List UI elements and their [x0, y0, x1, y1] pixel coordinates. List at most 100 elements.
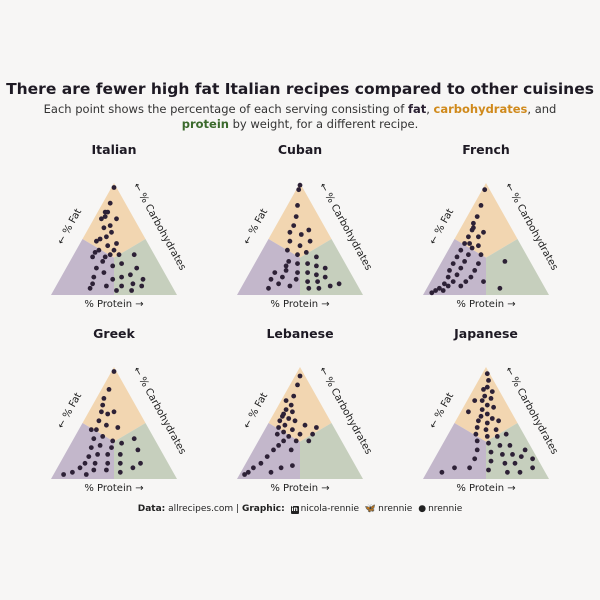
fat-dominant-region	[423, 423, 486, 479]
caption-data-source: allrecipes.com	[168, 504, 234, 514]
recipe-point	[105, 460, 111, 466]
recipe-point	[117, 452, 123, 457]
recipe-point	[105, 209, 111, 215]
recipe-point	[286, 416, 292, 421]
recipe-point	[484, 434, 490, 439]
recipe-point	[497, 285, 503, 291]
recipe-point	[500, 452, 505, 457]
recipe-point	[502, 259, 508, 264]
subtitle-text-2: by weight, for a different recipe.	[228, 117, 419, 131]
recipe-point	[489, 416, 495, 421]
recipe-point	[452, 465, 457, 471]
caption-linkedin[interactable]: nicola-rennie	[300, 504, 360, 514]
recipe-point	[97, 443, 103, 448]
recipe-point	[474, 438, 480, 444]
recipe-point	[119, 261, 124, 266]
recipe-point	[476, 243, 481, 249]
recipe-point	[95, 452, 100, 457]
recipe-point	[88, 427, 94, 433]
recipe-point	[285, 247, 290, 253]
recipe-point	[471, 225, 476, 231]
recipe-point	[466, 409, 471, 415]
recipe-point	[484, 384, 490, 390]
recipe-point	[310, 431, 315, 437]
recipe-point	[472, 268, 478, 273]
fat-axis-label: ← % Fat	[56, 207, 85, 247]
recipe-point	[274, 431, 280, 437]
recipe-point	[272, 270, 278, 275]
recipe-point	[488, 449, 494, 455]
protein-axis-label: % Protein →	[456, 299, 515, 310]
recipe-point	[119, 283, 124, 289]
recipe-point	[463, 279, 469, 284]
recipe-point	[476, 418, 481, 424]
recipe-point	[109, 445, 114, 450]
subtitle-sep-2: , and	[527, 102, 557, 116]
subtitle-protein-word: protein	[181, 117, 229, 131]
recipe-point	[288, 402, 294, 408]
recipe-point	[517, 469, 523, 475]
butterfly-icon: 🦋	[364, 504, 377, 514]
recipe-point	[478, 413, 484, 419]
recipe-point	[478, 252, 484, 258]
recipe-point	[115, 425, 121, 430]
recipe-point	[305, 279, 310, 284]
fat-dominant-region	[51, 423, 114, 479]
recipe-point	[266, 285, 271, 291]
recipe-point	[110, 263, 116, 269]
recipe-point	[481, 279, 486, 284]
panel-title: Italian	[92, 142, 137, 157]
recipe-point	[458, 265, 464, 271]
caption-github[interactable]: nrennie	[428, 504, 463, 514]
recipe-point	[91, 436, 97, 442]
recipe-point	[336, 281, 342, 287]
recipe-point	[307, 238, 313, 244]
recipe-point	[102, 214, 108, 220]
recipe-point	[518, 454, 524, 459]
recipe-point	[94, 265, 99, 271]
recipe-point	[139, 283, 145, 289]
ternary-panel-japanese: Japanese← % Fat ← % Carbohydrates% Protei…	[423, 326, 560, 494]
recipe-point	[276, 425, 281, 430]
recipe-point	[482, 187, 488, 193]
recipe-point	[92, 460, 98, 466]
recipe-point	[109, 229, 114, 235]
recipe-point	[134, 265, 140, 271]
recipe-point	[290, 409, 295, 415]
recipe-point	[82, 460, 88, 466]
recipe-point	[314, 254, 319, 260]
recipe-point	[469, 245, 475, 251]
recipe-point	[86, 454, 92, 459]
recipe-point	[503, 431, 509, 437]
recipe-point	[530, 465, 535, 471]
recipe-point	[530, 456, 535, 462]
recipe-point	[494, 434, 500, 439]
recipe-point	[505, 469, 510, 475]
recipe-point	[268, 276, 274, 282]
recipe-point	[484, 402, 490, 408]
recipe-point	[467, 465, 472, 471]
recipe-point	[140, 276, 146, 282]
caption-data-label: Data:	[137, 504, 166, 514]
recipe-point	[90, 254, 95, 260]
caption-bluesky[interactable]: nrennie	[378, 504, 413, 514]
github-icon: ●	[418, 504, 427, 514]
recipe-point	[91, 467, 97, 473]
recipe-point	[314, 272, 319, 278]
panel-title: Lebanese	[266, 326, 333, 341]
subtitle-sep-1: ,	[426, 102, 434, 116]
recipe-point	[105, 243, 111, 249]
recipe-point	[288, 447, 294, 453]
protein-axis-label: % Protein →	[270, 483, 329, 494]
carbohydrates-dominant-region	[454, 183, 518, 258]
recipe-point	[442, 281, 447, 287]
chart-title: There are fewer high fat Italian recipes…	[6, 80, 594, 98]
recipe-point	[277, 418, 283, 424]
recipe-point	[135, 447, 141, 453]
recipe-point	[474, 425, 480, 430]
recipe-point	[472, 456, 478, 462]
recipe-point	[450, 279, 456, 284]
recipe-point	[486, 440, 491, 446]
recipe-point	[131, 252, 137, 258]
recipe-point	[105, 411, 111, 417]
